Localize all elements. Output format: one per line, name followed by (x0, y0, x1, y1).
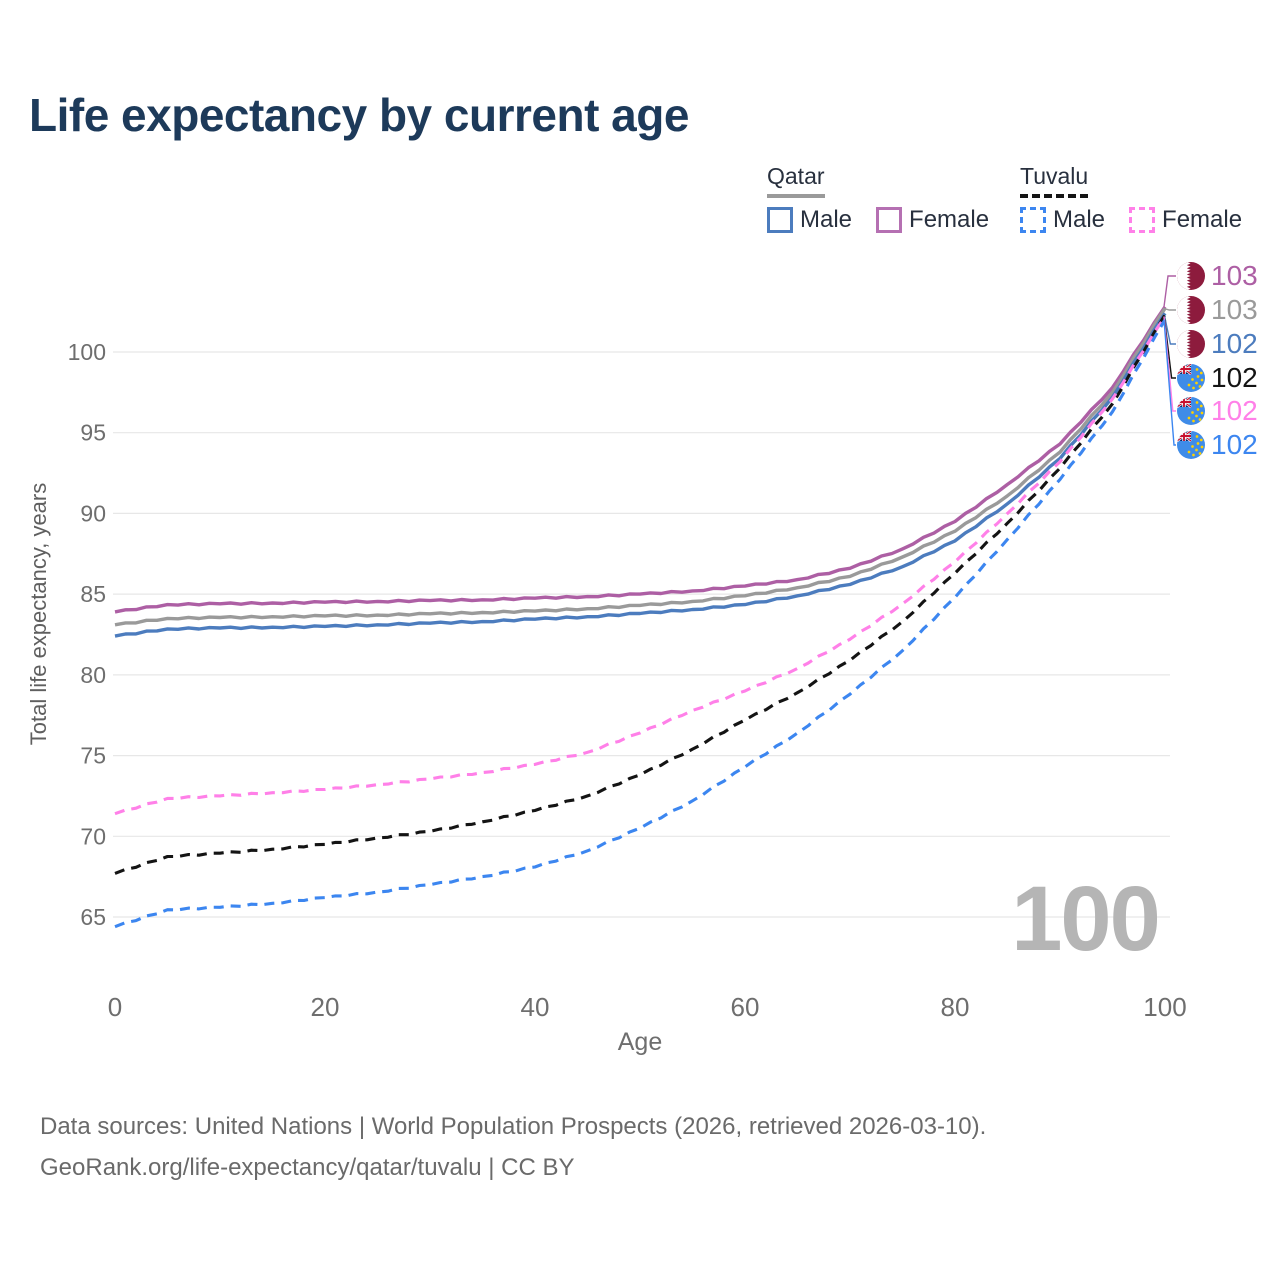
end-label-connector (1163, 275, 1176, 307)
x-axis-ticks: 0 20 40 60 80 100 (108, 992, 1187, 1022)
end-label-connector (1163, 319, 1176, 446)
end-value: 102 (1211, 429, 1258, 460)
end-label-connector (1163, 314, 1176, 379)
svg-text:65: 65 (80, 904, 106, 930)
svg-text:0: 0 (108, 992, 122, 1022)
svg-text:70: 70 (80, 823, 106, 849)
svg-text:40: 40 (521, 992, 550, 1022)
legend-item-qatar-female[interactable]: Female (876, 207, 989, 233)
line-qatar-female (114, 305, 1167, 614)
qatar-flag-icon (1177, 296, 1205, 324)
end-label-row: 103 (1177, 262, 1258, 290)
line-tuvalu-both-sexes- (114, 314, 1167, 875)
gridlines (113, 351, 1170, 918)
legend-row-tuvalu: Male Female (1020, 207, 1242, 233)
end-value: 102 (1211, 395, 1258, 426)
end-label-connector (1163, 307, 1176, 311)
svg-text:80: 80 (941, 992, 970, 1022)
end-label-row: 102 (1177, 364, 1258, 392)
life-expectancy-chart: 65 70 75 80 85 90 95 100 0 20 40 60 80 100 Age Total li… (26, 275, 1187, 1056)
svg-text:20: 20 (311, 992, 340, 1022)
legend-label-qatar-female: Female (909, 206, 990, 233)
svg-text:80: 80 (80, 662, 106, 688)
qatar-flag-icon (1177, 330, 1205, 358)
x-axis-label: Age (618, 1028, 662, 1056)
footer: Data sources: United Nations | World Pop… (40, 1106, 986, 1188)
svg-text:85: 85 (80, 581, 106, 607)
legend-label-tuvalu-male: Male (1053, 206, 1106, 233)
age-watermark: 100 (1011, 868, 1159, 970)
legend-row-qatar: Male Female (767, 207, 989, 233)
line-qatar-both-sexes- (114, 307, 1167, 627)
end-label-row: 102 (1177, 330, 1258, 358)
y-axis-label: Total life expectancy, years (26, 483, 51, 746)
svg-text:60: 60 (731, 992, 760, 1022)
tuvalu-male-swatch-icon (1020, 207, 1046, 233)
y-axis-ticks: 65 70 75 80 85 90 95 100 (68, 339, 106, 930)
tuvalu-flag-icon (1177, 364, 1205, 392)
tuvalu-flag-icon (1177, 431, 1205, 459)
end-value: 102 (1211, 362, 1258, 393)
end-label-row: 102 (1177, 397, 1258, 425)
legend-item-tuvalu-female[interactable]: Female (1129, 207, 1242, 233)
tuvalu-flag-icon (1177, 397, 1205, 425)
qatar-flag-icon (1177, 262, 1205, 290)
qatar-female-swatch-icon (876, 207, 903, 233)
end-label-row: 103 (1177, 296, 1258, 324)
footer-attribution-line: GeoRank.org/life-expectancy/qatar/tuvalu… (40, 1154, 575, 1181)
svg-text:90: 90 (80, 500, 106, 526)
end-label-connector (1163, 313, 1176, 345)
legend-label-tuvalu-female: Female (1162, 206, 1243, 233)
line-qatar-male (114, 312, 1167, 638)
legend-item-tuvalu-male[interactable]: Male (1020, 207, 1105, 233)
svg-text:75: 75 (80, 743, 106, 769)
legend-group-qatar: Qatar Male Female (767, 163, 989, 233)
qatar-male-swatch-icon (767, 207, 793, 233)
legend-item-qatar-male[interactable]: Male (767, 207, 852, 233)
legend-tuvalu-label: Tuvalu (1020, 163, 1089, 198)
legend-group-tuvalu: Tuvalu Male Female (1020, 163, 1242, 233)
svg-text:100: 100 (1143, 992, 1186, 1022)
line-tuvalu-male (114, 318, 1167, 929)
end-label-row: 102 (1177, 431, 1258, 459)
legend-label-qatar-male: Male (800, 206, 853, 233)
svg-text:100: 100 (68, 339, 106, 365)
end-value: 103 (1211, 294, 1258, 325)
footer-sources-line: Data sources: United Nations | World Pop… (40, 1113, 987, 1140)
tuvalu-female-swatch-icon (1129, 207, 1156, 233)
page-title: Life expectancy by current age (29, 89, 689, 141)
end-value: 102 (1211, 328, 1258, 359)
legend-qatar-label: Qatar (767, 163, 825, 198)
end-value: 103 (1211, 260, 1258, 291)
line-tuvalu-female (114, 315, 1167, 816)
svg-text:95: 95 (80, 420, 106, 446)
